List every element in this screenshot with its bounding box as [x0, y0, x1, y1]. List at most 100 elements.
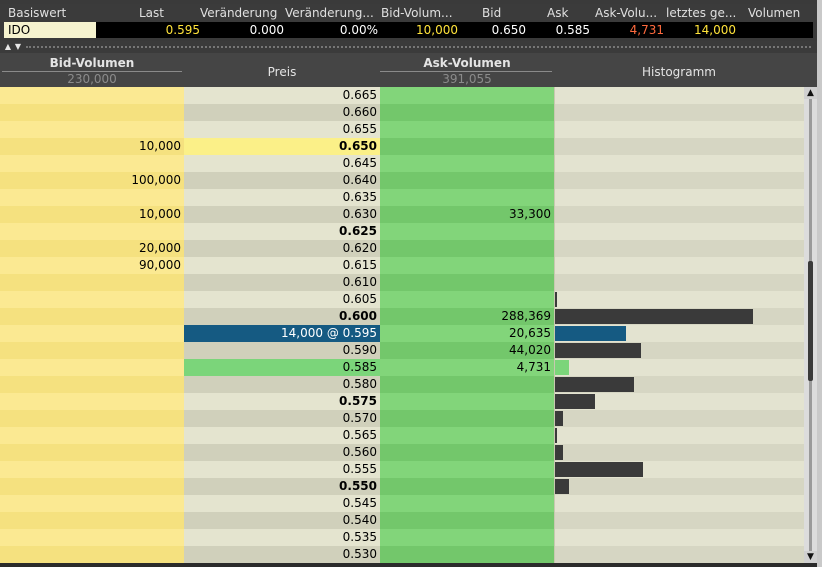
bid-volume-cell[interactable]: 10,000	[0, 206, 184, 223]
histogram-cell[interactable]	[554, 342, 804, 359]
symbol-cell[interactable]: IDO	[4, 22, 96, 38]
ladder-row[interactable]: 0.610	[0, 274, 804, 291]
histogram-cell[interactable]	[554, 512, 804, 529]
bid-volume-cell[interactable]: 20,000	[0, 240, 184, 257]
histogramm-header[interactable]: Histogramm	[642, 65, 716, 79]
bid-volume-cell[interactable]	[0, 478, 184, 495]
price-cell[interactable]: 0.600	[184, 308, 380, 325]
bid-volume-cell[interactable]	[0, 121, 184, 138]
bid-volume-cell[interactable]	[0, 529, 184, 546]
bid-volume-cell[interactable]	[0, 376, 184, 393]
price-cell[interactable]: 0.640	[184, 172, 380, 189]
ladder-row[interactable]: 0.560	[0, 444, 804, 461]
price-cell[interactable]: 14,000 @ 0.595	[184, 325, 380, 342]
col-header-last[interactable]: Last	[139, 6, 164, 20]
ladder-row[interactable]: 0.565	[0, 427, 804, 444]
price-cell[interactable]: 0.590	[184, 342, 380, 359]
ladder-row[interactable]: 0.605	[0, 291, 804, 308]
ask-volume-cell[interactable]	[380, 223, 554, 240]
price-cell[interactable]: 0.535	[184, 529, 380, 546]
ask-volume-cell[interactable]: 44,020	[380, 342, 554, 359]
histogram-cell[interactable]	[554, 546, 804, 563]
histogram-cell[interactable]	[554, 223, 804, 240]
ask-volume-cell[interactable]	[380, 291, 554, 308]
ask-volume-cell[interactable]	[380, 240, 554, 257]
ask-volume-cell[interactable]	[380, 461, 554, 478]
ask-volume-cell[interactable]	[380, 512, 554, 529]
price-cell[interactable]: 0.545	[184, 495, 380, 512]
col-header-ask[interactable]: Ask	[547, 6, 569, 20]
price-cell[interactable]: 0.555	[184, 461, 380, 478]
ladder-row[interactable]: 0.535	[0, 529, 804, 546]
bid-volume-cell[interactable]	[0, 512, 184, 529]
histogram-cell[interactable]	[554, 257, 804, 274]
price-cell[interactable]: 0.660	[184, 104, 380, 121]
ladder-row[interactable]: 0.600 288,369	[0, 308, 804, 325]
bid-volume-cell[interactable]	[0, 274, 184, 291]
splitter-bar[interactable]: ▲ ▼	[0, 41, 817, 53]
bid-volume-cell[interactable]	[0, 189, 184, 206]
ask-volume-cell[interactable]: 33,300	[380, 206, 554, 223]
ladder-row[interactable]: 0.530	[0, 546, 804, 563]
ladder-row[interactable]: 0.660	[0, 104, 804, 121]
ask-volume-cell[interactable]	[380, 546, 554, 563]
price-cell[interactable]: 0.530	[184, 546, 380, 563]
bid-volume-cell[interactable]	[0, 325, 184, 342]
histogram-cell[interactable]	[554, 325, 804, 342]
bid-volume-cell[interactable]	[0, 155, 184, 172]
ladder-row[interactable]: 0.570	[0, 410, 804, 427]
bid-volume-cell[interactable]	[0, 427, 184, 444]
price-cell[interactable]: 0.650	[184, 138, 380, 155]
bid-volumen-header[interactable]: Bid-Volumen	[49, 56, 135, 70]
col-header-bid-volumen[interactable]: Bid-Volum...	[381, 6, 453, 20]
price-cell[interactable]: 0.540	[184, 512, 380, 529]
histogram-cell[interactable]	[554, 87, 804, 104]
ladder-row[interactable]: 0.580	[0, 376, 804, 393]
bid-volume-cell[interactable]	[0, 308, 184, 325]
preis-header[interactable]: Preis	[267, 65, 297, 79]
scroll-down-arrow-icon[interactable]: ▼	[804, 551, 817, 563]
price-cell[interactable]: 0.615	[184, 257, 380, 274]
quote-data-row[interactable]: IDO 0.595 0.000 0.00% 10,000 0.650 0.585…	[4, 22, 813, 38]
price-cell[interactable]: 0.565	[184, 427, 380, 444]
bid-volume-cell[interactable]	[0, 410, 184, 427]
ask-volume-cell[interactable]	[380, 104, 554, 121]
ladder-row[interactable]: 10,000 0.650	[0, 138, 804, 155]
ask-volume-cell[interactable]: 4,731	[380, 359, 554, 376]
ask-volume-cell[interactable]	[380, 121, 554, 138]
bid-volume-cell[interactable]	[0, 104, 184, 121]
histogram-cell[interactable]	[554, 444, 804, 461]
ask-volume-cell[interactable]: 20,635	[380, 325, 554, 342]
ask-volume-cell[interactable]	[380, 427, 554, 444]
price-cell[interactable]: 0.620	[184, 240, 380, 257]
triangle-up-icon[interactable]: ▲	[4, 42, 12, 51]
histogram-cell[interactable]	[554, 427, 804, 444]
price-cell[interactable]: 0.605	[184, 291, 380, 308]
bid-volume-cell[interactable]	[0, 546, 184, 563]
price-cell[interactable]: 0.610	[184, 274, 380, 291]
histogram-cell[interactable]	[554, 104, 804, 121]
price-cell[interactable]: 0.630	[184, 206, 380, 223]
bid-volume-cell[interactable]	[0, 342, 184, 359]
price-cell[interactable]: 0.625	[184, 223, 380, 240]
ask-volume-cell[interactable]: 288,369	[380, 308, 554, 325]
histogram-cell[interactable]	[554, 172, 804, 189]
bid-volume-cell[interactable]	[0, 495, 184, 512]
histogram-cell[interactable]	[554, 138, 804, 155]
ask-volume-cell[interactable]	[380, 529, 554, 546]
ladder-row[interactable]: 100,000 0.640	[0, 172, 804, 189]
histogram-cell[interactable]	[554, 308, 804, 325]
bid-volume-cell[interactable]: 100,000	[0, 172, 184, 189]
ladder-row[interactable]: 0.655	[0, 121, 804, 138]
price-cell[interactable]: 0.635	[184, 189, 380, 206]
scroll-thumb[interactable]	[808, 261, 813, 381]
ladder-row[interactable]: 0.625	[0, 223, 804, 240]
ladder-row[interactable]: 0.635	[0, 189, 804, 206]
histogram-cell[interactable]	[554, 495, 804, 512]
ladder-row[interactable]: 0.540	[0, 512, 804, 529]
ladder-row[interactable]: 0.555	[0, 461, 804, 478]
ask-volumen-header[interactable]: Ask-Volumen	[423, 56, 511, 70]
col-header-veraenderung[interactable]: Veränderung	[200, 6, 278, 20]
histogram-cell[interactable]	[554, 393, 804, 410]
ladder-row[interactable]: 10,000 0.630 33,300	[0, 206, 804, 223]
